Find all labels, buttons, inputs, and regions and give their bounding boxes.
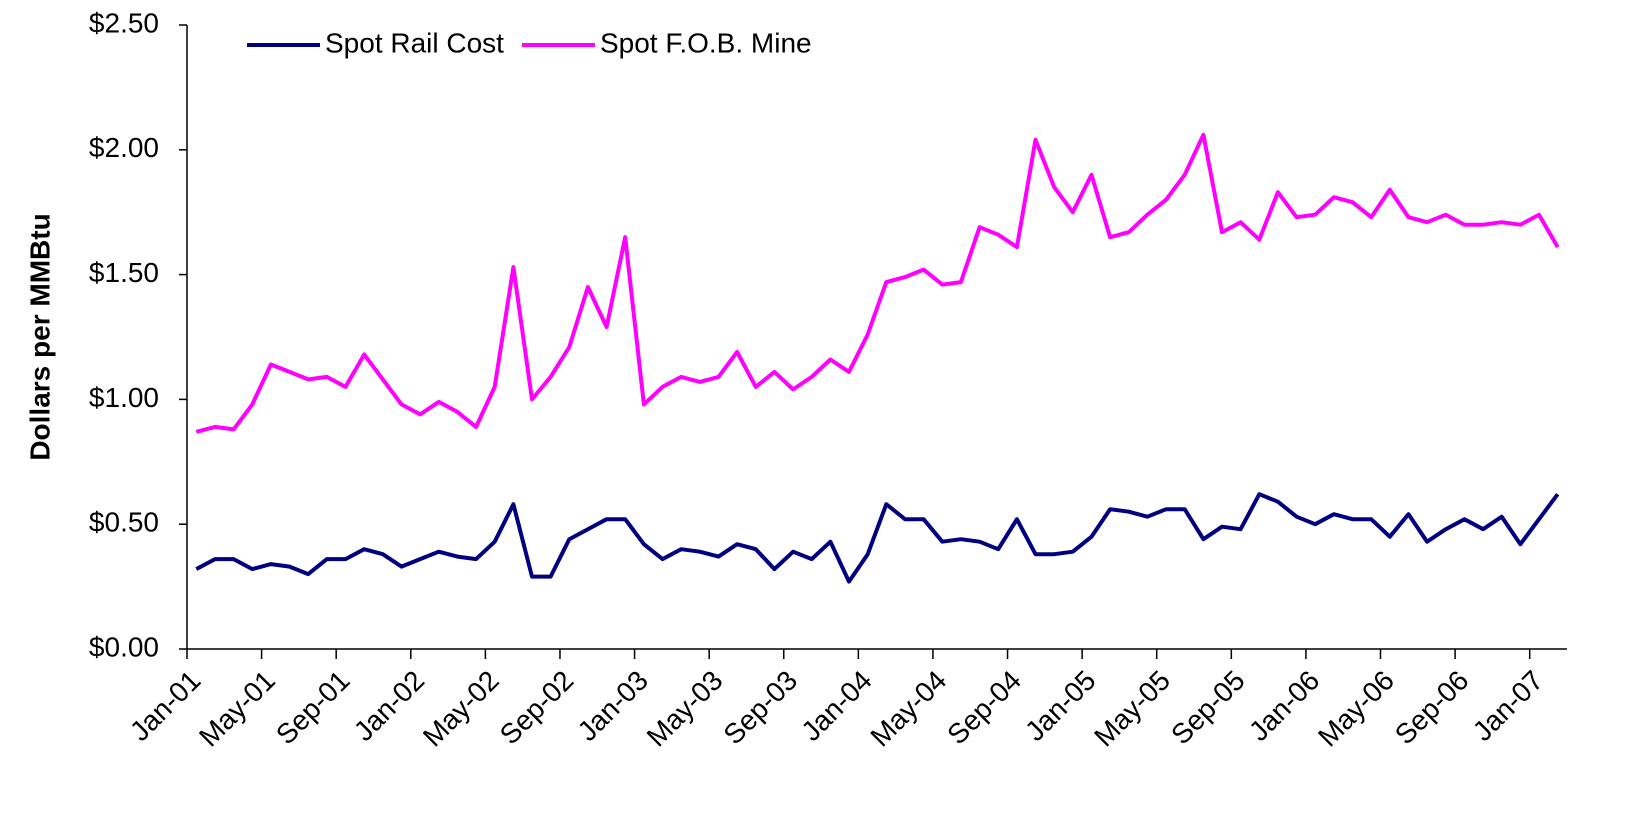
legend-label: Spot Rail Cost [325,27,504,58]
x-tick-label: May-02 [417,665,505,753]
x-tick-label: Sep-02 [494,665,580,751]
series-line [195,132,1560,434]
x-tick-label: May-01 [193,665,281,753]
y-tick-label: $1.00 [89,382,159,413]
x-tick-label: Sep-06 [1389,665,1475,751]
x-tick-label: Sep-03 [717,665,803,751]
x-tick-label: May-05 [1088,665,1176,753]
x-tick-label: Jan-04 [795,665,877,747]
x-tick-label: May-04 [864,665,952,753]
y-tick-label: $2.50 [89,7,159,38]
x-tick-label: Jan-01 [124,665,206,747]
x-tick-label: Sep-01 [270,665,356,751]
x-tick-label: Jan-06 [1243,665,1325,747]
y-tick-label: $0.50 [89,507,159,538]
x-tick-label: May-06 [1312,665,1400,753]
x-tick-label: May-03 [641,665,729,753]
x-tick-label: Jan-03 [572,665,654,747]
x-tick-label: Jan-02 [348,665,430,747]
series-line [195,492,1560,584]
y-tick-label: $0.00 [89,631,159,662]
x-tick-label: Jan-07 [1467,665,1549,747]
x-tick-label: Sep-05 [1165,665,1251,751]
y-axis-label: Dollars per MMBtu [24,213,55,460]
y-tick-label: $2.00 [89,132,159,163]
y-tick-label: $1.50 [89,257,159,288]
legend-label: Spot F.O.B. Mine [600,27,812,58]
x-tick-label: Jan-05 [1019,665,1101,747]
x-tick-label: Sep-04 [941,665,1027,751]
